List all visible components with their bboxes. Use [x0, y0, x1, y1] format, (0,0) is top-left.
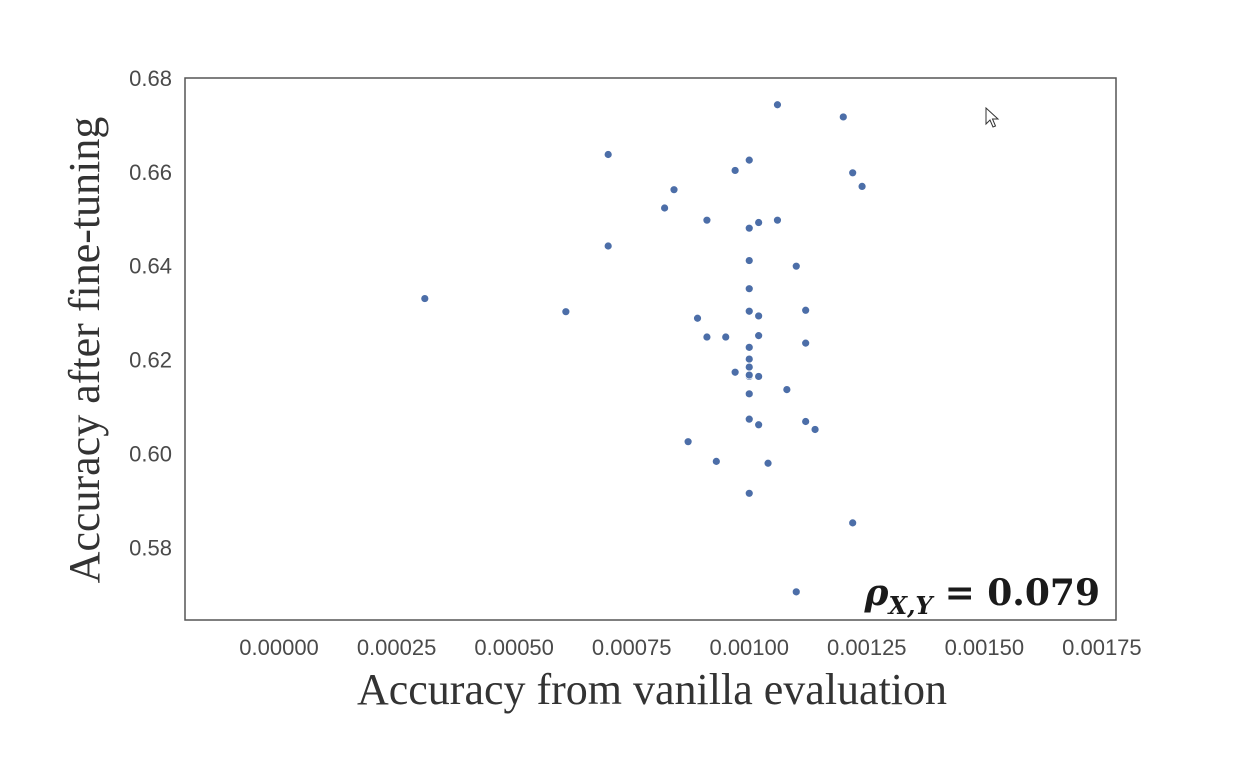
data-point	[791, 261, 801, 271]
data-point	[801, 305, 811, 315]
data-point	[702, 332, 712, 342]
data-point	[744, 354, 754, 364]
data-point	[693, 313, 702, 323]
data-point	[561, 307, 571, 317]
data-point	[773, 100, 782, 110]
data-point	[754, 331, 764, 341]
data-point	[660, 203, 670, 213]
x-tick-label: 0.00025	[357, 635, 437, 660]
data-point	[711, 456, 721, 466]
x-tick-label: 0.00000	[239, 635, 319, 660]
data-point	[702, 215, 712, 225]
rho-symbol: ρ	[864, 572, 890, 614]
data-point	[744, 223, 754, 233]
x-tick-label: 0.00125	[827, 635, 907, 660]
data-point	[754, 372, 764, 381]
data-point	[782, 385, 792, 394]
y-tick-label: 0.58	[129, 535, 172, 560]
data-point	[754, 311, 764, 321]
data-point	[744, 306, 754, 316]
data-point	[801, 338, 811, 348]
x-tick-label: 0.00075	[592, 635, 672, 660]
data-point	[848, 518, 858, 528]
data-point	[754, 218, 764, 227]
data-point	[730, 166, 740, 175]
data-point	[744, 362, 754, 372]
data-point	[744, 155, 754, 165]
data-point	[773, 215, 782, 225]
y-tick-label: 0.68	[129, 66, 172, 91]
y-tick-label: 0.64	[129, 254, 172, 279]
x-tick-label: 0.00100	[709, 635, 789, 660]
rho-subscript: X,Y	[886, 591, 935, 620]
correlation-annotation: ρX,Y = 0.079	[864, 572, 1101, 620]
data-point	[810, 425, 820, 434]
x-tick-label: 0.00175	[1062, 635, 1142, 660]
data-point	[603, 150, 613, 159]
y-tick-label: 0.62	[129, 348, 172, 373]
data-point	[801, 417, 811, 426]
x-tick-label: 0.00150	[945, 635, 1025, 660]
data-points	[420, 100, 867, 597]
x-tick-label: 0.00050	[474, 635, 554, 660]
data-point	[744, 370, 754, 380]
plot-frame	[184, 77, 1117, 621]
data-point	[848, 168, 858, 178]
y-tick-label: 0.66	[129, 160, 172, 185]
data-point	[744, 284, 754, 294]
data-point	[721, 332, 731, 342]
y-tick-label: 0.60	[129, 441, 172, 466]
data-point	[730, 367, 740, 377]
x-axis-title: Accuracy from vanilla evaluation	[357, 665, 947, 714]
data-point	[763, 458, 773, 468]
data-point	[744, 389, 754, 399]
data-point	[744, 342, 754, 352]
data-point	[838, 112, 848, 122]
data-point	[669, 185, 679, 195]
data-point	[744, 256, 754, 265]
data-point	[420, 294, 430, 303]
y-tick-labels: 0.58 0.60 0.62 0.64 0.66 0.68	[129, 66, 172, 560]
y-axis-title: Accuracy after fine-tuning	[60, 117, 109, 584]
data-point	[683, 437, 693, 447]
rho-value: = 0.079	[945, 572, 1100, 614]
data-point	[791, 587, 801, 597]
data-point	[744, 488, 754, 498]
data-point	[603, 241, 613, 251]
mouse-cursor-icon	[985, 107, 1000, 128]
x-tick-labels: 0.00000 0.00025 0.00050 0.00075 0.00100 0.001…	[239, 635, 1141, 660]
data-point	[754, 420, 764, 430]
data-point	[857, 181, 867, 191]
data-point	[744, 414, 754, 424]
